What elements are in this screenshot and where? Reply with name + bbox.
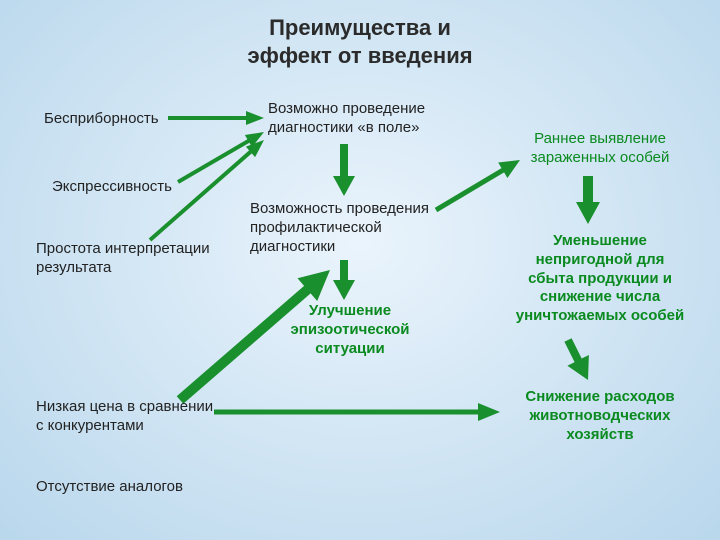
arrow-a5 (333, 260, 355, 300)
node-n11: Снижение расходов животноводческих хозяй… (500, 388, 700, 444)
diagram-title: Преимущества и эффект от введения (200, 14, 520, 69)
arrow-a8 (564, 338, 589, 380)
diagram-stage: Преимущества и эффект от введения Беспри… (0, 0, 720, 540)
node-n8: Улучшение эпизоотической ситуации (260, 302, 440, 358)
node-n6: Возможно проведение диагностики «в поле» (268, 100, 478, 138)
arrow-a2 (177, 132, 264, 184)
arrow-a7 (576, 176, 600, 224)
arrow-a4 (333, 144, 355, 196)
node-n5: Отсутствие аналогов (36, 478, 256, 497)
node-n2: Экспрессивность (52, 178, 232, 197)
node-n9: Раннее выявление зараженных особей (500, 130, 700, 168)
node-n1: Бесприборность (44, 110, 224, 129)
node-n7: Возможность проведения профилактической … (250, 200, 480, 256)
arrow-a9 (214, 403, 500, 421)
node-n10: Уменьшение непригодной для сбыта продукц… (500, 232, 700, 326)
node-n3: Простота интерпретации результата (36, 240, 256, 278)
node-n4: Низкая цена в сравнении с конкурентами (36, 398, 256, 436)
